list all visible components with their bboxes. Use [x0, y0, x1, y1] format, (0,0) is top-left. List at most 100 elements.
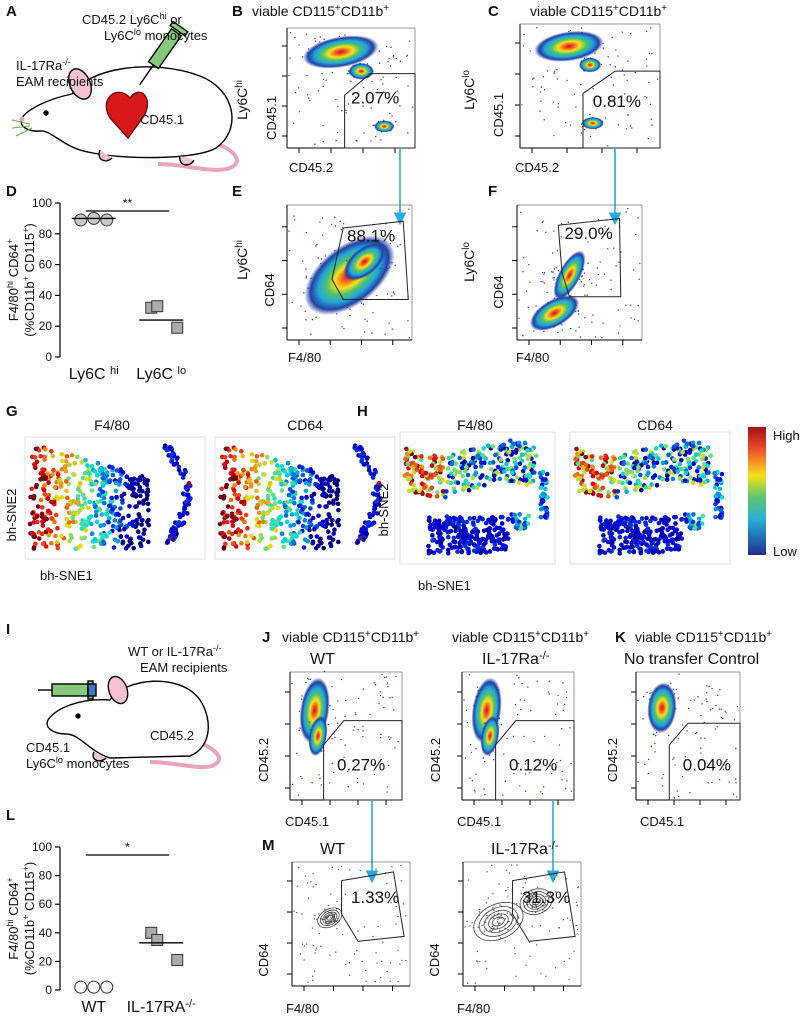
event-dot: [316, 919, 317, 920]
event-dot: [380, 734, 381, 735]
event-dot: [631, 127, 632, 128]
cell-dot: [277, 515, 282, 520]
event-dot: [524, 876, 525, 877]
event-dot: [501, 724, 502, 725]
cell-dot: [501, 443, 506, 448]
event-dot: [511, 865, 512, 866]
cell-dot: [466, 473, 471, 478]
cell-dot: [712, 471, 717, 476]
cell-dot: [634, 451, 639, 456]
event-dot: [363, 783, 364, 784]
event-dot: [469, 777, 470, 778]
event-dot: [622, 31, 623, 32]
event-dot: [544, 89, 545, 90]
cell-dot: [242, 500, 247, 505]
event-dot: [359, 870, 360, 871]
event-dot: [307, 678, 308, 679]
event-dot: [701, 703, 702, 704]
event-dot: [361, 961, 362, 962]
cell-dot: [632, 549, 637, 554]
event-dot: [319, 778, 320, 779]
event-dot: [633, 269, 634, 270]
cell-dot: [163, 443, 168, 448]
event-dot: [547, 70, 548, 71]
cell-dot: [623, 536, 628, 541]
event-dot: [700, 747, 701, 748]
cell-dot: [81, 493, 86, 498]
event-dot: [389, 739, 390, 740]
event-dot: [700, 752, 701, 753]
cell-dot: [273, 471, 278, 476]
event-dot: [299, 111, 300, 112]
event-dot: [597, 267, 598, 268]
y-tick-label: 100: [32, 840, 52, 854]
event-dot: [552, 277, 553, 278]
event-dot: [300, 305, 301, 306]
event-dot: [607, 248, 608, 249]
cell-dot: [713, 485, 718, 490]
cell-dot: [93, 537, 98, 542]
event-dot: [509, 872, 510, 873]
event-dot: [607, 56, 608, 57]
cell-dot: [174, 532, 179, 537]
event-dot: [686, 730, 687, 731]
cell-dot: [107, 516, 112, 521]
cell-dot: [232, 483, 237, 488]
event-dot: [396, 58, 397, 59]
event-dot: [580, 84, 581, 85]
cell-dot: [545, 495, 550, 500]
cell-dot: [136, 512, 141, 517]
plot-title: viable CD115+CD11b+: [452, 629, 589, 645]
cell-dot: [230, 532, 235, 537]
cell-dot: [433, 472, 438, 477]
event-dot: [569, 727, 570, 728]
cell-dot: [465, 540, 470, 545]
event-dot: [301, 778, 302, 779]
cell-dot: [96, 461, 101, 466]
cell-dot: [34, 447, 39, 452]
event-dot: [618, 332, 619, 333]
cell-dot: [432, 453, 437, 458]
cell-dot: [629, 523, 634, 528]
cell-dot: [531, 463, 536, 468]
cell-dot: [539, 515, 544, 520]
cell-dot: [617, 466, 622, 471]
cell-dot: [84, 528, 89, 533]
cell-dot: [328, 494, 333, 499]
event-dot: [634, 319, 635, 320]
cell-dot: [64, 479, 69, 484]
cell-dot: [230, 505, 235, 510]
cell-dot: [471, 522, 476, 527]
event-dot: [336, 901, 337, 902]
event-dot: [578, 327, 579, 328]
plot-frame: [636, 672, 740, 800]
event-dot: [557, 695, 558, 696]
cell-dot: [277, 500, 282, 505]
cell-dot: [578, 449, 583, 454]
cell-dot: [539, 507, 544, 512]
event-dot: [552, 252, 553, 253]
cell-dot: [405, 461, 410, 466]
cell-dot: [254, 489, 259, 494]
cell-dot: [679, 517, 684, 522]
cell-dot: [49, 449, 54, 454]
event-dot: [397, 916, 398, 917]
cell-dot: [268, 544, 273, 549]
event-dot: [552, 271, 553, 272]
event-dot: [314, 952, 315, 953]
event-dot: [386, 266, 387, 267]
cell-dot: [131, 546, 136, 551]
cell-dot: [225, 460, 230, 465]
text-part: F4/80: [6, 927, 21, 960]
cell-dot: [71, 520, 76, 525]
cell-dot: [126, 514, 131, 519]
x-axis-label: F4/80: [286, 1001, 319, 1016]
event-dot: [474, 982, 475, 983]
event-dot: [540, 973, 541, 974]
event-dot: [630, 304, 631, 305]
cell-dot: [456, 481, 461, 486]
event-dot: [553, 73, 554, 74]
event-dot: [329, 782, 330, 783]
text-part: Ly6C: [136, 366, 177, 383]
cell-dot: [646, 465, 651, 470]
